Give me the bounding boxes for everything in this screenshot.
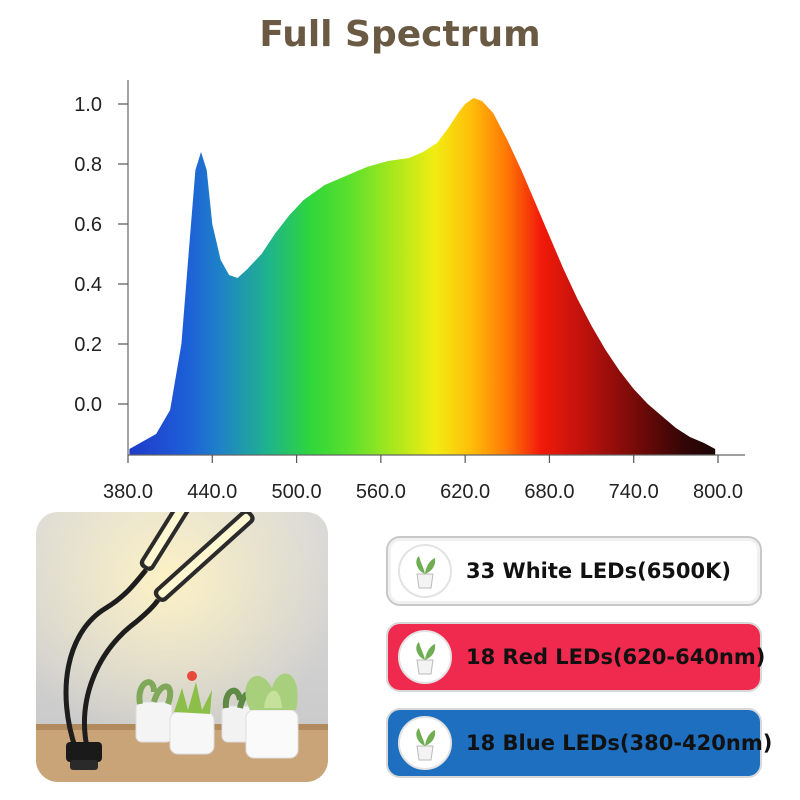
potted-plant-icon xyxy=(398,544,452,598)
y-tick-label: 1.0 xyxy=(74,94,102,116)
white-led-label: 33 White LEDs(6500K) xyxy=(466,559,732,583)
y-tick-label: 0.0 xyxy=(74,394,102,416)
grow-lamp-photo xyxy=(36,512,328,782)
blue-led-label: 18 Blue LEDs(380-420nm) xyxy=(466,731,773,755)
red-led-label: 18 Red LEDs(620-640nm) xyxy=(466,645,766,669)
x-tick-label: 680.0 xyxy=(524,481,574,503)
blue-led-card: 18 Blue LEDs(380-420nm) xyxy=(386,708,772,778)
x-tick-label: 500.0 xyxy=(272,481,322,503)
x-axis-ticks: 380.0 440.0 500.0 560.0 620.0 680.0 740.0 800.0 xyxy=(103,455,743,503)
y-tick-label: 0.2 xyxy=(74,334,102,356)
potted-plant-icon xyxy=(398,716,452,770)
x-tick-label: 560.0 xyxy=(356,481,406,503)
chart-title: Full Spectrum xyxy=(259,14,541,55)
y-axis-ticks: 0.0 0.2 0.4 0.6 0.8 1.0 xyxy=(74,94,128,416)
x-tick-label: 380.0 xyxy=(103,481,153,503)
x-tick-label: 740.0 xyxy=(609,481,659,503)
x-tick-label: 620.0 xyxy=(440,481,490,503)
red-led-card: 18 Red LEDs(620-640nm) xyxy=(386,622,766,692)
y-tick-label: 0.8 xyxy=(74,154,102,176)
y-tick-label: 0.6 xyxy=(74,214,102,236)
x-tick-label: 800.0 xyxy=(693,481,743,503)
spectrum-series-area xyxy=(129,98,716,455)
potted-plant-icon xyxy=(398,630,452,684)
y-tick-label: 0.4 xyxy=(74,274,102,296)
spectrum-chart: 0.0 0.2 0.4 0.6 0.8 1.0 380.0 440.0 500.0 560.0 6… xyxy=(74,80,745,503)
x-tick-label: 440.0 xyxy=(187,481,237,503)
white-led-card: 33 White LEDs(6500K) xyxy=(386,536,762,606)
